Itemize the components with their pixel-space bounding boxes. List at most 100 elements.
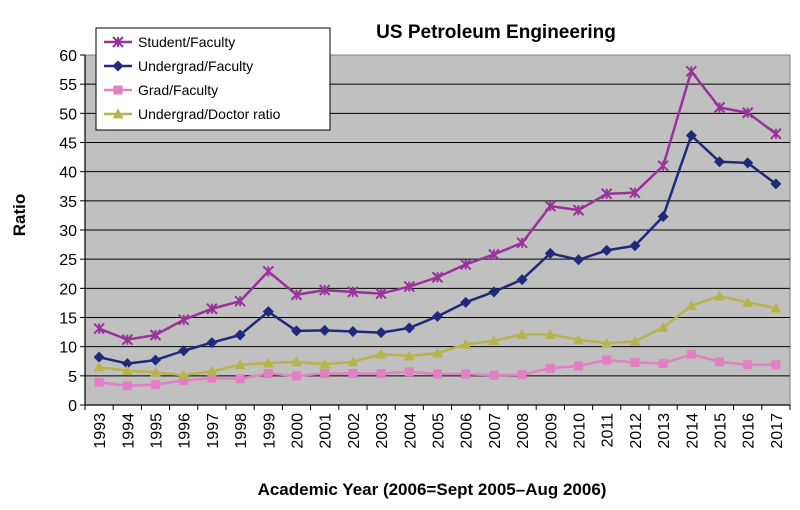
data-point <box>403 350 415 361</box>
legend-marker <box>112 108 124 119</box>
data-point <box>319 358 331 369</box>
data-point <box>743 360 753 370</box>
y-tick-label: 20 <box>59 281 77 298</box>
data-point <box>318 284 331 296</box>
x-axis-label: Academic Year (2006=Sept 2005–Aug 2006) <box>258 480 607 499</box>
data-point <box>206 365 218 376</box>
data-point <box>685 300 697 311</box>
data-point <box>433 369 442 379</box>
y-tick-label: 60 <box>59 48 77 65</box>
x-tick-label: 1994 <box>120 413 137 449</box>
data-point <box>179 376 189 385</box>
data-point <box>149 329 162 341</box>
data-point <box>234 359 246 370</box>
data-point <box>658 359 668 369</box>
data-point <box>177 314 190 326</box>
data-point <box>601 337 613 348</box>
data-point <box>516 328 528 339</box>
y-tick-label: 5 <box>68 369 77 386</box>
data-point <box>150 354 161 366</box>
data-point <box>432 347 443 358</box>
data-point <box>290 289 303 301</box>
data-point <box>459 258 472 271</box>
data-point <box>292 371 301 381</box>
legend-label: Undergrad/Doctor ratio <box>138 106 281 122</box>
data-point <box>262 357 274 368</box>
x-tick-label: 2013 <box>656 413 673 449</box>
x-tick-label: 2017 <box>769 413 786 449</box>
data-point <box>657 321 669 332</box>
data-point <box>715 357 724 367</box>
data-point <box>657 160 669 172</box>
data-point <box>93 361 105 372</box>
data-point <box>460 338 472 349</box>
legend-marker <box>112 60 124 72</box>
legend-label: Grad/Faculty <box>138 82 218 98</box>
data-point <box>488 335 500 346</box>
data-point <box>488 286 500 298</box>
data-point <box>347 326 359 337</box>
y-tick-label: 30 <box>59 223 77 240</box>
data-point <box>376 369 386 378</box>
x-tick-label: 1993 <box>92 413 109 449</box>
data-point <box>319 324 331 336</box>
data-point <box>403 322 415 334</box>
legend-marker <box>112 36 124 48</box>
x-tick-label: 1996 <box>177 413 194 449</box>
data-point <box>573 254 584 266</box>
data-point <box>121 365 133 375</box>
data-point <box>460 296 472 308</box>
data-point <box>347 356 359 367</box>
data-point <box>347 286 359 298</box>
legend-label: Student/Faculty <box>138 34 235 50</box>
data-point <box>629 186 641 199</box>
data-point <box>206 303 218 315</box>
data-point <box>771 360 781 370</box>
data-point <box>601 244 613 256</box>
x-tick-label: 2000 <box>290 413 307 449</box>
y-tick-label: 40 <box>59 165 77 182</box>
data-point <box>544 247 556 259</box>
data-point <box>629 335 641 346</box>
data-point <box>262 265 275 278</box>
x-tick-label: 2007 <box>487 413 504 449</box>
data-point <box>517 370 527 380</box>
data-point <box>235 374 245 384</box>
x-tick-label: 2014 <box>684 413 701 449</box>
y-tick-label: 45 <box>59 136 77 153</box>
data-point <box>291 356 302 367</box>
data-point <box>742 296 754 307</box>
y-tick-label: 35 <box>59 194 77 211</box>
data-point <box>600 188 613 200</box>
data-point <box>151 380 160 390</box>
data-point <box>122 381 132 391</box>
data-point <box>403 280 416 293</box>
data-point <box>629 240 641 252</box>
data-point <box>93 351 105 363</box>
data-point <box>234 329 246 341</box>
data-point <box>375 287 387 300</box>
data-point <box>686 349 696 359</box>
data-point <box>431 271 444 283</box>
data-point <box>573 334 584 345</box>
x-tick-label: 2011 <box>600 413 617 448</box>
x-tick-label: 2016 <box>741 413 758 449</box>
data-point <box>544 200 557 212</box>
data-point <box>375 348 387 359</box>
x-tick-label: 1999 <box>261 413 278 449</box>
legend-label: Undergrad/Faculty <box>138 58 253 74</box>
data-point <box>713 101 726 114</box>
x-tick-label: 2005 <box>431 413 448 449</box>
data-point <box>516 237 528 249</box>
data-point <box>741 107 754 119</box>
data-point <box>348 369 358 378</box>
x-tick-label: 2008 <box>515 413 532 449</box>
y-tick-label: 10 <box>59 340 77 357</box>
data-point <box>489 370 499 380</box>
x-tick-label: 2003 <box>374 413 391 449</box>
data-point <box>206 337 218 349</box>
y-tick-label: 0 <box>68 398 77 415</box>
x-tick-label: 2010 <box>572 413 589 449</box>
data-point <box>432 310 443 322</box>
